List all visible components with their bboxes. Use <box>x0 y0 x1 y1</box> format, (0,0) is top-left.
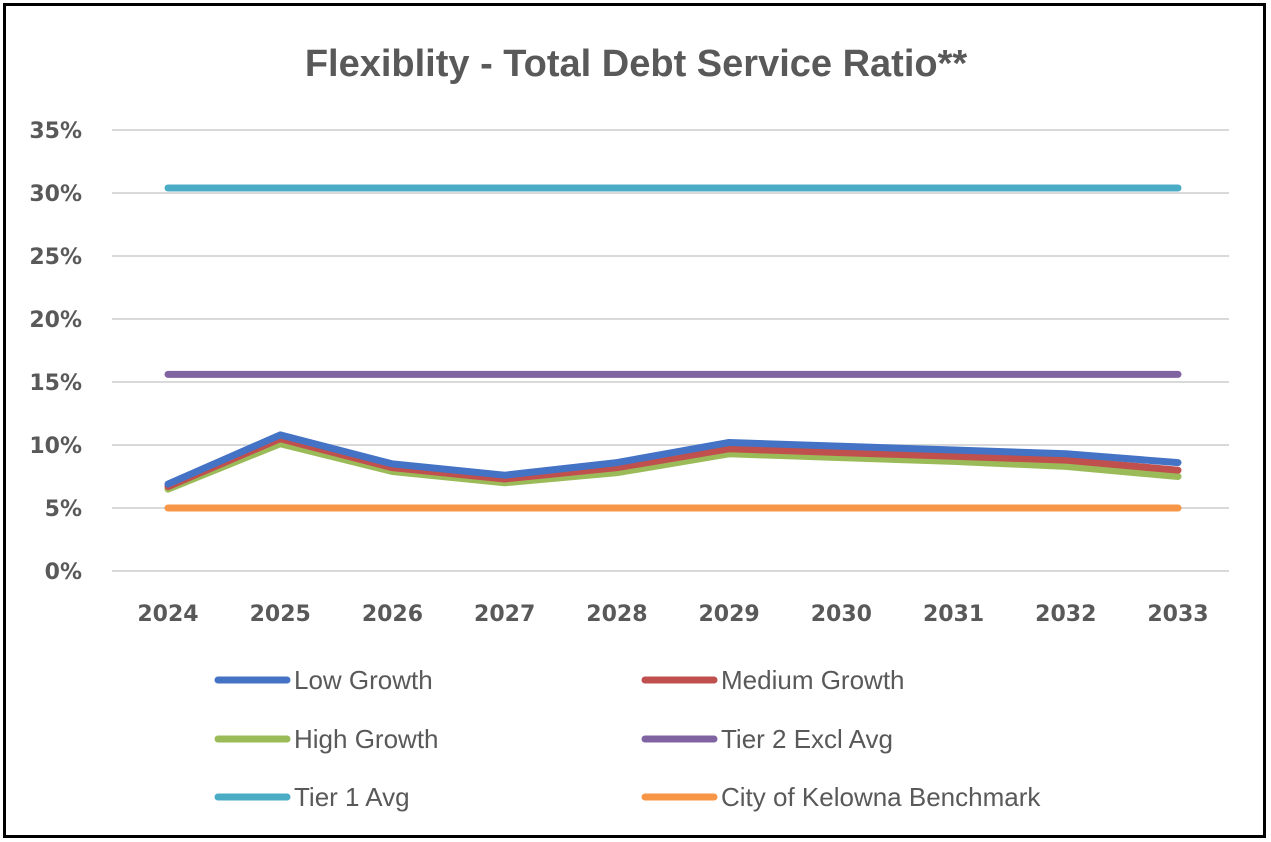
series-line-medium-growth <box>164 435 1182 491</box>
series-line-low-growth <box>164 431 1182 488</box>
x-tick-label: 2028 <box>586 602 647 627</box>
legend-item: City of Kelowna Benchmark <box>641 782 1041 812</box>
legend: Low Growth Medium Growth High Growth Tier 2… <box>214 665 1041 812</box>
x-tick-label: 2029 <box>698 602 759 627</box>
y-tick-label: 15% <box>29 371 82 396</box>
y-tick-label: 0% <box>45 560 82 585</box>
x-tick-label: 2032 <box>1035 602 1096 627</box>
legend-label: High Growth <box>294 724 439 754</box>
legend-item: Tier 1 Avg <box>214 782 410 812</box>
y-tick-label: 30% <box>29 182 82 207</box>
legend-label: Low Growth <box>294 665 433 695</box>
legend-label: City of Kelowna Benchmark <box>721 782 1041 812</box>
y-tick-label: 5% <box>45 497 82 522</box>
x-tick-label: 2031 <box>923 602 984 627</box>
legend-label: Tier 2 Excl Avg <box>721 724 893 754</box>
x-axis-ticks: 2024 2025 2026 2027 2028 2029 2030 2031 2032 2033 <box>137 602 1208 627</box>
x-tick-label: 2024 <box>137 602 198 627</box>
legend-item: Low Growth <box>214 665 433 695</box>
chart-title: Flexiblity - Total Debt Service Ratio** <box>305 43 968 85</box>
legend-label: Tier 1 Avg <box>294 782 410 812</box>
y-tick-label: 35% <box>29 119 82 144</box>
series-lines <box>164 184 1182 512</box>
x-tick-label: 2025 <box>250 602 311 627</box>
y-tick-label: 20% <box>29 308 82 333</box>
legend-item: Tier 2 Excl Avg <box>641 724 893 754</box>
x-tick-label: 2033 <box>1147 602 1208 627</box>
x-tick-label: 2026 <box>362 602 423 627</box>
legend-item: Medium Growth <box>641 665 905 695</box>
series-line-high-growth <box>164 440 1182 493</box>
x-tick-label: 2027 <box>474 602 535 627</box>
legend-label: Medium Growth <box>721 665 905 695</box>
legend-item: High Growth <box>214 724 439 754</box>
y-tick-label: 25% <box>29 245 82 270</box>
x-tick-label: 2030 <box>811 602 872 627</box>
y-axis-ticks: 0% 5% 10% 15% 20% 25% 30% 35% <box>29 119 82 585</box>
y-tick-label: 10% <box>29 434 82 459</box>
chart-frame <box>3 3 1266 838</box>
